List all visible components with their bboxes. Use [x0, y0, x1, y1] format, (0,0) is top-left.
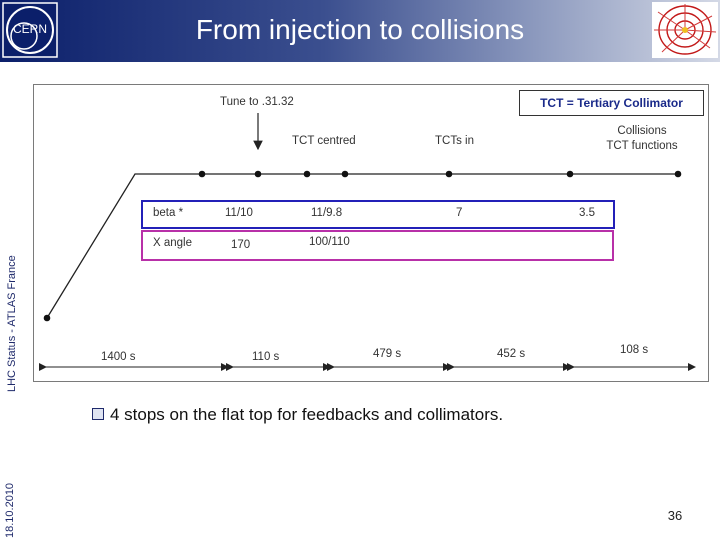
tct-step-point — [341, 170, 349, 178]
beta-value: 3.5 — [579, 207, 595, 219]
bullet-square-icon — [92, 408, 104, 420]
footer-status-label: LHC Status - ATLAS France — [6, 255, 18, 392]
tcts-in-end-point — [566, 170, 574, 178]
duration-label: 479 s — [373, 348, 402, 360]
crossing-angle-value: 100/110 — [309, 236, 350, 248]
bullet-point: 4 stops on the flat top for feedbacks an… — [92, 405, 503, 425]
tune-stop-point — [254, 170, 262, 178]
slide-title: From injection to collisions — [195, 14, 525, 45]
tcts-in-point — [445, 170, 453, 178]
crossing-angle-value: 170 — [231, 239, 251, 251]
cern-logo-text: CERN — [13, 22, 47, 36]
sequence-diagram: TCT = Tertiary Collimator Tune to .31.32… — [33, 84, 709, 382]
cern-logo: CERN — [2, 2, 58, 58]
tct-functions-label: TCT functions — [606, 140, 678, 152]
duration-label: 110 s — [252, 351, 280, 363]
crossing-angle-label: X angle — [153, 237, 193, 249]
tct-centred-label: TCT centred — [292, 135, 356, 147]
duration-label: 1400 s — [101, 351, 136, 363]
legend-note: TCT = Tertiary Collimator — [519, 90, 704, 116]
collision-event-image — [652, 2, 718, 58]
collisions-point — [674, 170, 682, 178]
date-label: 18.10.2010 — [4, 482, 16, 538]
tune-label: Tune to .31.32 — [220, 96, 294, 108]
timeline-graphic — [39, 113, 696, 371]
collisions-label: Collisions — [617, 125, 667, 137]
crossing-angle-row: X angle 170 100/110 — [141, 230, 614, 261]
tct-centred-point — [303, 170, 311, 178]
beta-value: 11/10 — [225, 207, 253, 219]
tcts-in-label: TCTs in — [435, 135, 474, 147]
page-number: 36 — [667, 508, 683, 523]
energy-ramp-line — [46, 173, 679, 319]
duration-label: 452 s — [497, 348, 526, 360]
injection-point — [43, 314, 51, 322]
timeline-markers — [43, 170, 682, 322]
title-bar: CERN From injection to collisions — [0, 0, 720, 62]
beta-star-row: beta * 11/10 11/9.8 7 3.5 — [141, 200, 615, 229]
beta-star-label: beta * — [153, 207, 184, 219]
flat-top-point — [198, 170, 206, 178]
bullet-text: 4 stops on the flat top for feedbacks an… — [110, 405, 504, 424]
beta-value: 11/9.8 — [311, 207, 343, 219]
duration-label: 108 s — [620, 344, 649, 356]
beta-value: 7 — [456, 207, 463, 219]
